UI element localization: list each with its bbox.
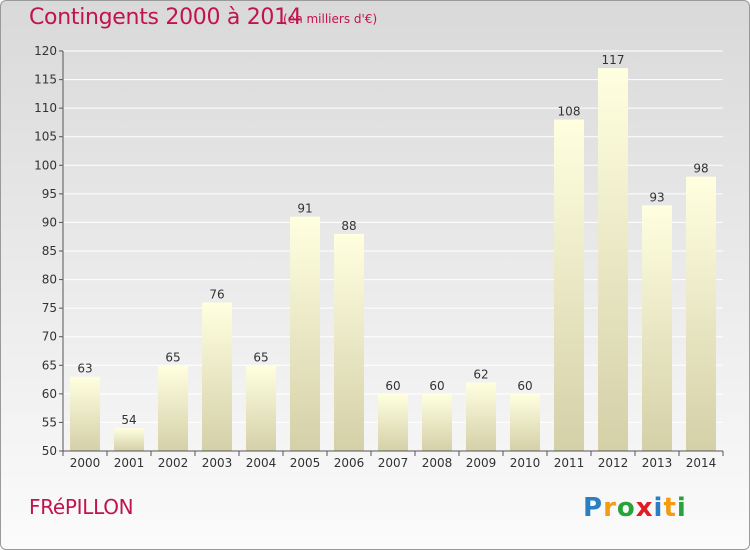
x-tick-label: 2010 <box>510 456 541 470</box>
bar <box>422 393 452 451</box>
x-tick-label: 2011 <box>554 456 585 470</box>
y-tick-label: 80 <box>42 273 57 287</box>
bar <box>378 393 408 451</box>
y-tick-label: 60 <box>42 387 57 401</box>
x-tick-label: 2000 <box>70 456 101 470</box>
x-tick-label: 2006 <box>334 456 365 470</box>
data-label: 108 <box>558 105 581 119</box>
x-tick-label: 2008 <box>422 456 453 470</box>
commune-name: FRéPILLON <box>29 495 134 519</box>
bar <box>70 376 100 451</box>
bars <box>70 68 716 452</box>
bar <box>686 176 716 451</box>
bar <box>202 302 232 451</box>
data-label: 76 <box>209 287 224 301</box>
proxiti-logo[interactable]: Proxiti <box>581 489 693 525</box>
bar <box>114 428 144 451</box>
data-label: 117 <box>602 53 625 67</box>
x-tick-label: 2003 <box>202 456 233 470</box>
data-label: 60 <box>385 379 400 393</box>
data-label: 54 <box>121 413 136 427</box>
x-tick-label: 2012 <box>598 456 629 470</box>
chart-title: Contingents 2000 à 2014 <box>29 5 302 30</box>
y-tick-label: 70 <box>42 330 57 344</box>
y-tick-label: 100 <box>34 158 57 172</box>
svg-text:Proxiti: Proxiti <box>583 493 687 523</box>
bar <box>290 216 320 451</box>
bar <box>642 205 672 451</box>
data-label: 93 <box>649 190 664 204</box>
data-label: 60 <box>429 379 444 393</box>
x-tick-label: 2014 <box>686 456 717 470</box>
y-tick-label: 50 <box>42 444 57 458</box>
x-tick-label: 2007 <box>378 456 409 470</box>
y-tick-label: 120 <box>34 44 57 58</box>
y-tick-label: 55 <box>42 415 57 429</box>
data-label: 91 <box>297 202 312 216</box>
y-tick-label: 105 <box>34 130 57 144</box>
data-label: 62 <box>473 367 488 381</box>
x-tick-label: 2001 <box>114 456 145 470</box>
data-label: 65 <box>165 350 180 364</box>
bar <box>510 393 540 451</box>
labels: 50 55 60 65 70 75 80 85 90 95 100 105 110 115 120 63 200… <box>34 44 716 470</box>
y-tick-label: 110 <box>34 101 57 115</box>
bar <box>246 365 276 451</box>
bar <box>466 382 496 451</box>
y-tick-label: 95 <box>42 187 57 201</box>
y-tick-label: 65 <box>42 358 57 372</box>
chart-unit-note: (en milliers d'€) <box>283 12 378 26</box>
data-label: 98 <box>693 162 708 176</box>
x-tick-label: 2013 <box>642 456 673 470</box>
x-tick-label: 2004 <box>246 456 277 470</box>
axes <box>59 50 724 456</box>
y-tick-label: 90 <box>42 215 57 229</box>
data-label: 63 <box>77 362 92 376</box>
bar <box>158 365 188 451</box>
y-tick-label: 85 <box>42 244 57 258</box>
x-tick-label: 2002 <box>158 456 189 470</box>
data-label: 88 <box>341 219 356 233</box>
x-tick-label: 2009 <box>466 456 497 470</box>
x-tick-label: 2005 <box>290 456 321 470</box>
data-label: 65 <box>253 350 268 364</box>
bar <box>334 233 364 451</box>
y-tick-label: 115 <box>34 73 57 87</box>
bar <box>598 68 628 452</box>
bar <box>554 119 584 452</box>
y-tick-label: 75 <box>42 301 57 315</box>
data-label: 60 <box>517 379 532 393</box>
